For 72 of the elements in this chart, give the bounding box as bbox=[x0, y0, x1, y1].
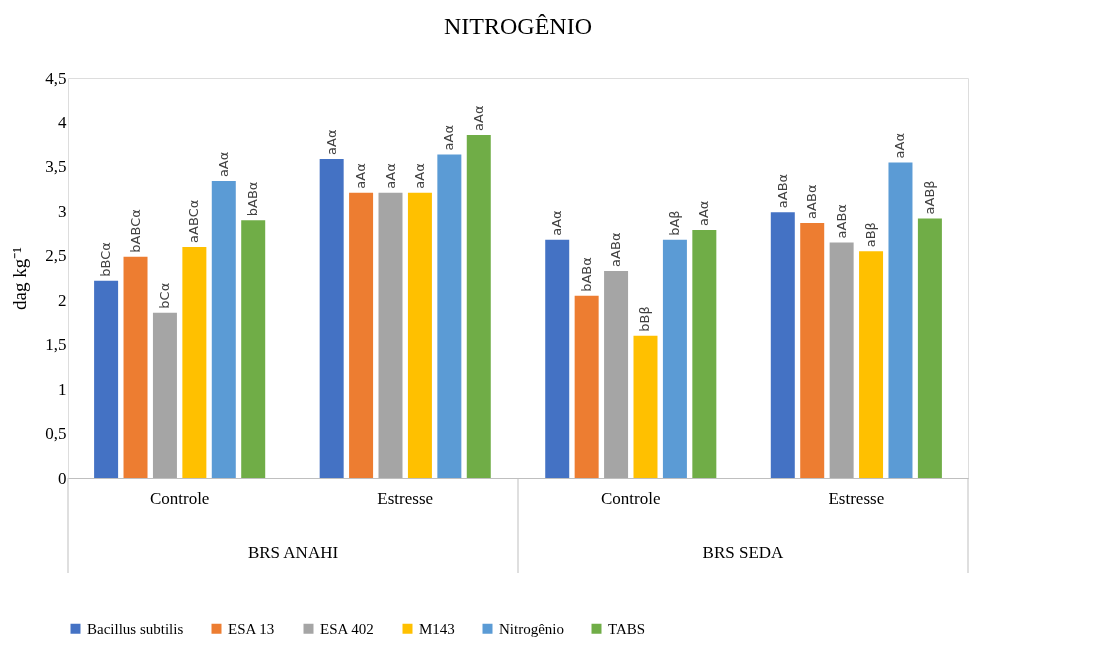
x-tick-label: Estresse bbox=[828, 488, 885, 508]
data-label: aAα bbox=[696, 200, 712, 226]
bar bbox=[633, 335, 658, 478]
bar bbox=[466, 134, 491, 478]
bar bbox=[319, 158, 344, 478]
bar bbox=[574, 295, 599, 478]
bar bbox=[349, 192, 374, 478]
text: BRS ANAHI bbox=[247, 543, 339, 562]
data-label: aABα bbox=[774, 173, 790, 209]
bar bbox=[770, 212, 795, 478]
x-tick-label: Controle bbox=[149, 488, 210, 508]
bar bbox=[182, 246, 207, 478]
bar bbox=[241, 220, 266, 478]
y-tick-label: 1,5 bbox=[45, 335, 67, 355]
data-label: bBβ bbox=[637, 306, 653, 332]
data-label: aABβ bbox=[921, 180, 937, 215]
x-tick-label: Controle bbox=[601, 488, 661, 508]
data-label: aABCα bbox=[186, 199, 202, 243]
data-label: bAβ bbox=[666, 210, 682, 236]
y-axis-title: dag kg⁻¹ bbox=[9, 246, 31, 310]
bar bbox=[94, 280, 119, 478]
data-label: aAα bbox=[411, 163, 427, 189]
bar bbox=[859, 251, 884, 478]
y-tick-label: 4 bbox=[58, 112, 67, 132]
data-label: aAα bbox=[323, 129, 339, 155]
data-label: bBCα bbox=[98, 242, 114, 277]
legend-label: TABS bbox=[608, 620, 646, 637]
bar bbox=[800, 222, 825, 478]
data-label: aABα bbox=[833, 204, 849, 239]
y-tick-label: 2 bbox=[58, 290, 67, 310]
y-tick-label: 4,5 bbox=[45, 68, 67, 88]
bar bbox=[888, 162, 913, 478]
data-label: bABCα bbox=[127, 209, 143, 253]
bar bbox=[152, 312, 177, 478]
data-label: aABα bbox=[608, 232, 624, 267]
y-tick-label: 3 bbox=[58, 201, 67, 221]
bar bbox=[662, 239, 687, 478]
y-tick-label: 0,5 bbox=[45, 424, 67, 444]
data-label: aAα bbox=[441, 125, 457, 151]
bar bbox=[437, 154, 462, 478]
data-label: aAα bbox=[549, 210, 565, 236]
bar bbox=[917, 218, 942, 478]
data-label: aAα bbox=[215, 151, 231, 178]
legend-label: ESA 13 bbox=[228, 620, 275, 637]
data-label: aAα bbox=[353, 163, 369, 189]
legend-label: ESA 402 bbox=[320, 620, 374, 637]
y-tick-label: 3,5 bbox=[45, 157, 67, 177]
chart-title: NITROGÊNIO bbox=[444, 13, 592, 39]
bar bbox=[692, 230, 717, 478]
legend-label: Nitrogênio bbox=[499, 620, 564, 637]
data-label: bABα bbox=[245, 181, 261, 217]
bar bbox=[829, 242, 854, 478]
legend-label: M143 bbox=[419, 620, 455, 637]
y-tick-label: 2,5 bbox=[45, 246, 67, 266]
y-tick-label: 1 bbox=[58, 379, 67, 399]
data-label: bABα bbox=[578, 257, 594, 292]
data-label: aAα bbox=[470, 105, 486, 131]
data-label: aABα bbox=[804, 184, 820, 219]
bar bbox=[211, 181, 236, 478]
bar bbox=[123, 256, 148, 478]
bar bbox=[604, 270, 629, 478]
bar bbox=[545, 239, 570, 478]
data-label: bCα bbox=[156, 282, 172, 309]
text: BRS SEDA bbox=[702, 543, 785, 562]
bar bbox=[407, 192, 432, 478]
bar bbox=[378, 192, 403, 478]
data-label: aBβ bbox=[863, 222, 879, 248]
legend-label: Bacillus subtilis bbox=[87, 620, 184, 637]
y-tick-label: 0 bbox=[58, 468, 67, 488]
data-label: aAα bbox=[382, 163, 398, 189]
x-tick-label: Estresse bbox=[377, 488, 434, 508]
data-label: aAα bbox=[892, 133, 908, 159]
